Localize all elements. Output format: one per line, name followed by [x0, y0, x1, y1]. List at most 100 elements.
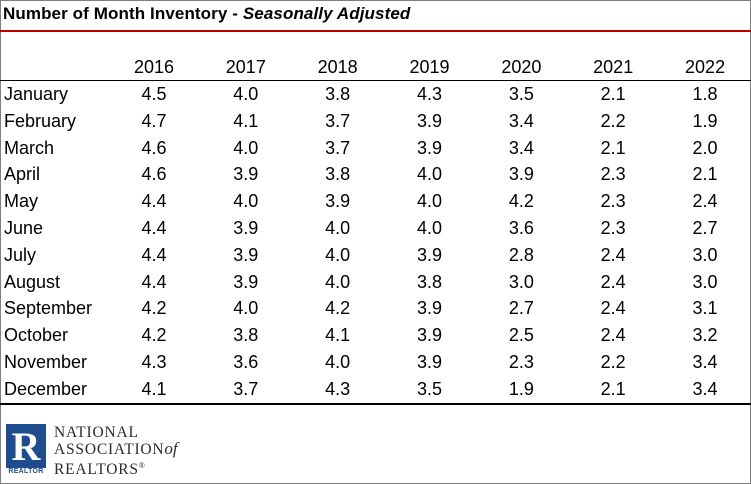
association-name: NATIONAL ASSOCIATIONof REALTORS®	[54, 425, 178, 478]
inventory-value: 2.7	[508, 298, 534, 319]
inventory-value: 4.6	[141, 164, 167, 185]
inventory-value: 3.9	[416, 244, 443, 265]
inventory-value: 4.2	[141, 325, 167, 346]
inventory-value: 2.2	[600, 351, 626, 372]
table-row: October 4.2 3.8 4.1 3.9 2.5 2.4 3.2	[0, 322, 751, 349]
inventory-value: 4.3	[416, 84, 443, 104]
inventory-value: 2.7	[692, 217, 718, 238]
inventory-value: 4.0	[233, 191, 259, 212]
inventory-value: 3.4	[508, 110, 534, 131]
month-label: June	[4, 217, 44, 238]
year-header: 2020	[501, 57, 542, 77]
title-subtitle: Seasonally Adjusted	[242, 4, 411, 23]
inventory-value: 2.4	[600, 325, 626, 346]
registered-mark: ®	[138, 461, 146, 470]
table-row: March 4.6 4.0 3.7 3.9 3.4 2.1 2.0	[0, 135, 751, 162]
inventory-value: 4.2	[325, 298, 351, 319]
table-row: February 4.7 4.1 3.7 3.9 3.4 2.2 1.9	[0, 108, 751, 135]
inventory-value: 2.8	[508, 244, 534, 265]
month-label: March	[4, 137, 55, 158]
inventory-value: 3.8	[325, 84, 351, 104]
inventory-value: 1.9	[692, 110, 718, 131]
table-row: December 4.1 3.7 4.3 3.5 1.9 2.1 3.4	[0, 376, 751, 403]
table-row: August 4.4 3.9 4.0 3.8 3.0 2.4 3.0	[0, 269, 751, 296]
inventory-value: 4.2	[141, 298, 167, 319]
inventory-value: 3.7	[233, 378, 259, 399]
title-rule	[0, 30, 751, 32]
inventory-value: 2.5	[508, 325, 534, 346]
month-label: August	[4, 271, 61, 292]
month-label: January	[4, 84, 69, 104]
inventory-value: 3.8	[325, 164, 351, 185]
inventory-value: 3.9	[233, 271, 259, 292]
inventory-value: 2.3	[600, 191, 626, 212]
inventory-value: 2.0	[692, 137, 718, 158]
realtor-logo: R REALTOR	[6, 424, 46, 478]
inventory-value: 2.3	[508, 351, 534, 372]
inventory-value: 3.9	[325, 191, 351, 212]
inventory-value: 2.1	[600, 137, 626, 158]
inventory-value: 4.0	[233, 298, 259, 319]
month-label: October	[4, 325, 69, 346]
inventory-value: 4.0	[233, 84, 259, 104]
inventory-value: 4.6	[141, 137, 167, 158]
logo-caption: REALTOR	[8, 468, 44, 475]
inventory-value: 2.1	[600, 84, 626, 104]
inventory-value: 3.0	[692, 244, 718, 265]
inventory-table: 2016 2017 2018 2019 2020 2021 2022 Janua…	[0, 55, 751, 403]
month-label: September	[4, 298, 93, 319]
logo-block	[6, 424, 46, 468]
inventory-value: 4.0	[416, 217, 443, 238]
inventory-value: 2.3	[600, 217, 626, 238]
inventory-value: 4.3	[141, 351, 167, 372]
inventory-value: 4.3	[325, 378, 351, 399]
table-row: April 4.6 3.9 3.8 4.0 3.9 2.3 2.1	[0, 161, 751, 188]
inventory-value: 3.6	[233, 351, 259, 372]
inventory-value: 3.4	[508, 137, 534, 158]
inventory-value: 4.0	[325, 351, 351, 372]
inventory-value: 3.9	[416, 325, 443, 346]
year-header: 2022	[685, 57, 726, 77]
inventory-value: 3.9	[508, 164, 534, 185]
month-label: November	[4, 351, 88, 372]
inventory-value: 3.0	[508, 271, 534, 292]
inventory-value: 4.5	[141, 84, 167, 104]
year-header: 2021	[593, 57, 634, 77]
inventory-value: 3.0	[692, 271, 718, 292]
table-row: June 4.4 3.9 4.0 4.0 3.6 2.3 2.7	[0, 215, 751, 242]
table-title: Number of Month Inventory - Seasonally A…	[3, 4, 410, 24]
inventory-value: 2.4	[692, 191, 718, 212]
inventory-value: 3.1	[692, 298, 718, 319]
inventory-value: 3.6	[508, 217, 534, 238]
inventory-value: 2.4	[600, 271, 626, 292]
month-label: April	[4, 164, 41, 185]
month-label: July	[4, 244, 37, 265]
inventory-value: 2.1	[600, 378, 626, 399]
inventory-value: 3.8	[233, 325, 259, 346]
inventory-value: 4.1	[325, 325, 351, 346]
inventory-value: 3.7	[325, 137, 351, 158]
title-main: Number of Month Inventory -	[3, 4, 243, 23]
year-header: 2018	[317, 57, 358, 77]
inventory-value: 1.9	[508, 378, 534, 399]
inventory-value: 4.0	[325, 244, 351, 265]
inventory-value: 4.1	[141, 378, 167, 399]
table-bottom-rule	[0, 403, 751, 405]
inventory-value: 3.4	[692, 351, 718, 372]
month-header	[0, 55, 108, 81]
inventory-value: 2.2	[600, 110, 626, 131]
inventory-value: 3.4	[692, 378, 718, 399]
inventory-value: 4.1	[233, 110, 259, 131]
month-label: February	[4, 110, 77, 131]
inventory-value: 3.5	[508, 84, 534, 104]
table-row: November 4.3 3.6 4.0 3.9 2.3 2.2 3.4	[0, 349, 751, 376]
inventory-value: 2.3	[600, 164, 626, 185]
inventory-value: 1.8	[692, 84, 718, 104]
year-header: 2017	[225, 57, 266, 77]
inventory-value: 3.8	[416, 271, 443, 292]
inventory-value: 3.9	[233, 244, 259, 265]
inventory-value: 4.4	[141, 191, 167, 212]
inventory-value: 4.4	[141, 271, 167, 292]
table-body: January 4.5 4.0 3.8 4.3 3.5 2.1 1.8 February 4.7 4…	[0, 81, 751, 403]
inventory-value: 3.9	[416, 351, 443, 372]
